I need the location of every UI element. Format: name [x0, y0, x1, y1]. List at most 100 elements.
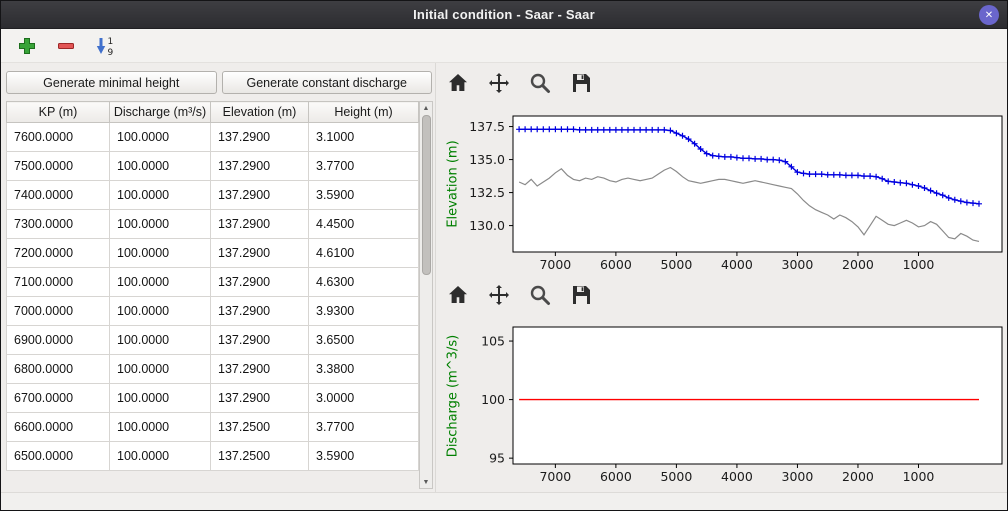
svg-text:9: 9 — [108, 48, 114, 57]
table-row[interactable]: 7100.0000 100.0000 137.2900 4.6300 — [6, 267, 419, 297]
table-cell[interactable]: 3.7700 — [308, 151, 419, 181]
table-row[interactable]: 6500.0000 100.0000 137.2500 3.5900 — [6, 441, 419, 471]
table-cell[interactable]: 137.2500 — [210, 412, 309, 442]
pan-button[interactable] — [485, 69, 512, 96]
table-cell[interactable]: 100.0000 — [109, 325, 211, 355]
initial-condition-table-panel: Generate minimal height Generate constan… — [1, 63, 434, 494]
table-cell[interactable]: 137.2900 — [210, 383, 309, 413]
table-cell[interactable]: 7200.0000 — [6, 238, 110, 268]
table-cell[interactable]: 3.9300 — [308, 296, 419, 326]
table-cell[interactable]: 137.2900 — [210, 180, 309, 210]
table-row[interactable]: 7300.0000 100.0000 137.2900 4.4500 — [6, 209, 419, 239]
table-row[interactable]: 6700.0000 100.0000 137.2900 3.0000 — [6, 383, 419, 413]
pan-button-2[interactable] — [485, 281, 512, 308]
table-cell[interactable]: 137.2900 — [210, 325, 309, 355]
title-bar[interactable]: Initial condition - Saar - Saar ✕ — [1, 1, 1007, 29]
table-row[interactable]: 7200.0000 100.0000 137.2900 4.6100 — [6, 238, 419, 268]
table-cell[interactable]: 7500.0000 — [6, 151, 110, 181]
remove-row-button[interactable] — [53, 33, 79, 59]
table-cell[interactable]: 137.2900 — [210, 151, 309, 181]
table-cell[interactable]: 3.3800 — [308, 354, 419, 384]
home-icon — [448, 285, 467, 303]
table-cell[interactable]: 100.0000 — [109, 151, 211, 181]
zoom-button[interactable] — [526, 69, 553, 96]
table-cell[interactable]: 100.0000 — [109, 238, 211, 268]
generate-minimal-height-button[interactable]: Generate minimal height — [6, 71, 217, 94]
discharge-chart: Discharge (m^3/s) 7000 6000 5000 4000 3000 20… — [436, 319, 1008, 497]
scroll-down-icon[interactable]: ▼ — [422, 478, 430, 486]
add-row-button[interactable] — [14, 33, 40, 59]
table-cell[interactable]: 100.0000 — [109, 354, 211, 384]
save-button[interactable] — [567, 69, 594, 96]
table-header-row: KP (m) Discharge (m³/s) Elevation (m) Heigh… — [6, 101, 419, 123]
scrollbar-thumb[interactable] — [421, 115, 431, 275]
table-cell[interactable]: 7100.0000 — [6, 267, 110, 297]
table-cell[interactable]: 7600.0000 — [6, 122, 110, 152]
home-button[interactable] — [444, 69, 471, 96]
table-body: 7600.0000 100.0000 137.2900 3.1000 7500.0000… — [6, 122, 419, 471]
table-cell[interactable]: 7300.0000 — [6, 209, 110, 239]
table-cell[interactable]: 7000.0000 — [6, 296, 110, 326]
table-cell[interactable]: 137.2900 — [210, 296, 309, 326]
table-cell[interactable]: 6500.0000 — [6, 441, 110, 471]
save-button-2[interactable] — [567, 281, 594, 308]
table-cell[interactable]: 7400.0000 — [6, 180, 110, 210]
table-cell[interactable]: 3.5900 — [308, 441, 419, 471]
table-cell[interactable]: 137.2900 — [210, 267, 309, 297]
table-cell[interactable]: 3.5900 — [308, 180, 419, 210]
table-cell[interactable]: 4.6300 — [308, 267, 419, 297]
table-cell[interactable]: 137.2900 — [210, 122, 309, 152]
discharge-plot-canvas[interactable]: 7000 6000 5000 4000 3000 2000 1000 95 100 105 — [436, 319, 1008, 497]
svg-text:130.0: 130.0 — [469, 218, 505, 233]
generate-buttons-row: Generate minimal height Generate constan… — [6, 71, 432, 94]
table-cell[interactable]: 137.2900 — [210, 354, 309, 384]
sort-button[interactable]: 1 9 — [92, 33, 118, 59]
table-cell[interactable]: 100.0000 — [109, 180, 211, 210]
scroll-up-icon[interactable]: ▲ — [422, 104, 430, 112]
table-cell[interactable]: 3.1000 — [308, 122, 419, 152]
minus-icon — [58, 42, 74, 49]
svg-text:1000: 1000 — [903, 469, 935, 484]
close-button[interactable]: ✕ — [979, 5, 999, 25]
table-cell[interactable]: 100.0000 — [109, 441, 211, 471]
elevation-plot-canvas[interactable]: 7000 6000 5000 4000 3000 2000 1000 130.0 132.5 13… — [436, 107, 1008, 279]
table-cell[interactable]: 137.2900 — [210, 238, 309, 268]
zoom-button-2[interactable] — [526, 281, 553, 308]
table-row[interactable]: 6600.0000 100.0000 137.2500 3.7700 — [6, 412, 419, 442]
table-row[interactable]: 6800.0000 100.0000 137.2900 3.3800 — [6, 354, 419, 384]
table-cell[interactable]: 137.2900 — [210, 209, 309, 239]
svg-text:137.5: 137.5 — [469, 119, 505, 134]
table-cell[interactable]: 100.0000 — [109, 267, 211, 297]
svg-text:3000: 3000 — [782, 469, 814, 484]
table-cell[interactable]: 4.4500 — [308, 209, 419, 239]
table-row[interactable]: 7600.0000 100.0000 137.2900 3.1000 — [6, 122, 419, 152]
table-cell[interactable]: 6800.0000 — [6, 354, 110, 384]
table-row[interactable]: 7000.0000 100.0000 137.2900 3.9300 — [6, 296, 419, 326]
generate-constant-discharge-button[interactable]: Generate constant discharge — [221, 71, 432, 94]
table-cell[interactable]: 100.0000 — [109, 383, 211, 413]
table-cell[interactable]: 6700.0000 — [6, 383, 110, 413]
column-header[interactable]: Elevation (m) — [210, 101, 309, 123]
table-cell[interactable]: 3.7700 — [308, 412, 419, 442]
home-button-2[interactable] — [444, 281, 471, 308]
table-cell[interactable]: 3.6500 — [308, 325, 419, 355]
table-scrollbar[interactable]: ▲ ▼ — [419, 101, 433, 489]
column-header[interactable]: KP (m) — [6, 101, 110, 123]
table-cell[interactable]: 100.0000 — [109, 412, 211, 442]
save-icon — [572, 285, 590, 304]
column-header[interactable]: Height (m) — [308, 101, 419, 123]
table-cell[interactable]: 4.6100 — [308, 238, 419, 268]
elevation-plot-toolbar — [444, 69, 594, 96]
table-cell[interactable]: 100.0000 — [109, 209, 211, 239]
table-cell[interactable]: 3.0000 — [308, 383, 419, 413]
table-cell[interactable]: 6600.0000 — [6, 412, 110, 442]
table-row[interactable]: 7400.0000 100.0000 137.2900 3.5900 — [6, 180, 419, 210]
table-cell[interactable]: 100.0000 — [109, 122, 211, 152]
table-row[interactable]: 7500.0000 100.0000 137.2900 3.7700 — [6, 151, 419, 181]
svg-text:95: 95 — [489, 451, 505, 466]
table-cell[interactable]: 100.0000 — [109, 296, 211, 326]
table-cell[interactable]: 6900.0000 — [6, 325, 110, 355]
table-cell[interactable]: 137.2500 — [210, 441, 309, 471]
table-row[interactable]: 6900.0000 100.0000 137.2900 3.6500 — [6, 325, 419, 355]
column-header[interactable]: Discharge (m³/s) — [109, 101, 211, 123]
